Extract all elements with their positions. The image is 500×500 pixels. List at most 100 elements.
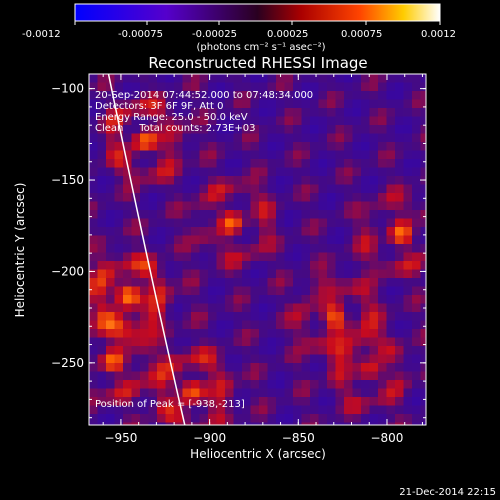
heatmap-cell: [293, 337, 302, 347]
heatmap-cell: [420, 210, 426, 219]
heatmap-cell: [403, 354, 413, 364]
heatmap-cell: [310, 184, 319, 194]
heatmap-cell: [267, 184, 277, 194]
heatmap-cell: [89, 414, 98, 423]
heatmap-cell: [293, 397, 302, 406]
heatmap-cell: [114, 337, 124, 347]
heatmap-cell: [276, 278, 285, 287]
heatmap-cell: [344, 167, 353, 177]
heatmap-cell: [352, 82, 362, 92]
heatmap-cell: [412, 82, 421, 92]
heatmap-cell: [106, 346, 115, 355]
heatmap-cell: [106, 320, 115, 330]
heatmap-cell: [165, 235, 175, 245]
heatmap-cell: [259, 108, 268, 117]
heatmap-cells: [89, 74, 426, 425]
heatmap-cell: [114, 176, 124, 185]
heatmap-cell: [403, 193, 413, 202]
heatmap-cell: [140, 278, 149, 287]
heatmap-cell: [395, 278, 404, 287]
heatmap-cell: [259, 150, 268, 160]
heatmap-cell: [250, 193, 260, 202]
heatmap-cell: [420, 193, 426, 202]
heatmap-cell: [267, 312, 277, 321]
heatmap-cell: [233, 218, 243, 228]
heatmap-cell: [420, 295, 426, 304]
heatmap-cell: [335, 235, 345, 245]
heatmap-cell: [123, 261, 132, 270]
heatmap-cell: [123, 108, 132, 117]
heatmap-cell: [157, 405, 166, 415]
heatmap-cell: [140, 329, 149, 338]
heatmap-cell: [208, 244, 217, 253]
heatmap-cell: [403, 303, 413, 313]
heatmap-cell: [165, 116, 175, 126]
heatmap-cell: [123, 210, 132, 219]
heatmap-cell: [318, 133, 328, 143]
heatmap-cell: [242, 329, 251, 338]
heatmap-cell: [199, 159, 209, 168]
heatmap-cell: [259, 133, 268, 143]
heatmap-cell: [123, 286, 132, 296]
heatmap-cell: [352, 91, 362, 100]
heatmap-cell: [412, 244, 421, 253]
heatmap-cell: [165, 371, 175, 381]
heatmap-cell: [361, 99, 370, 109]
heatmap-cell: [199, 278, 209, 287]
heatmap-cell: [242, 380, 251, 389]
heatmap-cell: [140, 176, 149, 185]
heatmap-cell: [301, 74, 311, 83]
heatmap-cell: [89, 210, 98, 219]
heatmap-cell: [199, 371, 209, 381]
heatmap-cell: [242, 414, 251, 423]
heatmap-cell: [123, 244, 132, 253]
heatmap-cell: [369, 346, 379, 355]
heatmap-cell: [165, 286, 175, 296]
heatmap-cell: [157, 201, 166, 211]
heatmap-cell: [403, 397, 413, 406]
heatmap-cell: [199, 244, 209, 253]
heatmap-cell: [199, 167, 209, 177]
heatmap-cell: [412, 108, 421, 117]
heatmap-cell: [191, 346, 200, 355]
heatmap-cell: [293, 235, 302, 245]
heatmap-cell: [114, 99, 124, 109]
heatmap-cell: [157, 210, 166, 219]
heatmap-cell: [420, 405, 426, 415]
heatmap-cell: [148, 261, 158, 270]
heatmap-cell: [403, 278, 413, 287]
heatmap-cell: [216, 150, 226, 160]
heatmap-cell: [361, 261, 370, 270]
heatmap-cell: [114, 108, 124, 117]
heatmap-cell: [403, 150, 413, 160]
heatmap-cell: [233, 235, 243, 245]
heatmap-cell: [293, 388, 302, 398]
heatmap-cell: [199, 354, 209, 364]
heatmap-cell: [225, 184, 234, 194]
heatmap-cell: [420, 278, 426, 287]
heatmap-cell: [225, 201, 234, 211]
heatmap-cell: [386, 405, 396, 415]
heatmap-cell: [225, 244, 234, 253]
heatmap-cell: [242, 91, 251, 100]
heatmap-cell: [148, 150, 158, 160]
heatmap-cell: [208, 354, 217, 364]
heatmap-cell: [293, 303, 302, 313]
heatmap-cell: [216, 346, 226, 355]
heatmap-cell: [131, 363, 141, 372]
heatmap-cell: [369, 354, 379, 364]
heatmap-cell: [157, 354, 166, 364]
heatmap-cell: [327, 142, 336, 151]
heatmap-cell: [131, 337, 141, 347]
heatmap-cell: [293, 108, 302, 117]
heatmap-cell: [369, 108, 379, 117]
heatmap-cell: [106, 99, 115, 109]
info-line-time: 20-Sep-2014 07:44:52.000 to 07:48:34.000: [95, 90, 313, 101]
heatmap-cell: [89, 363, 98, 372]
heatmap-cell: [318, 82, 328, 92]
heatmap-cell: [216, 82, 226, 92]
heatmap-cell: [386, 388, 396, 398]
heatmap-cell: [420, 380, 426, 389]
heatmap-cell: [165, 295, 175, 304]
heatmap-cell: [403, 142, 413, 151]
